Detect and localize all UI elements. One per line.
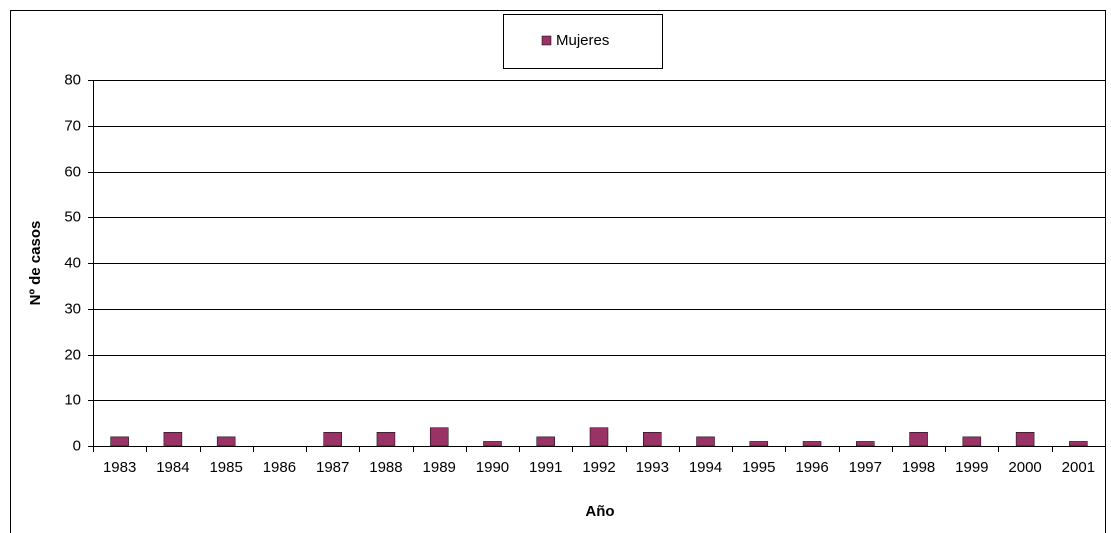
x-tick-label: 1990 [476,459,509,476]
chart-border [10,10,1106,533]
bar [376,432,396,447]
y-tick-label: 30 [64,300,81,317]
bar [589,427,609,447]
bar [323,432,342,447]
x-tick-label: 1984 [156,459,189,476]
bar [429,427,449,447]
x-tick-label: 1996 [795,459,828,476]
x-tick-label: 1993 [636,459,669,476]
x-tick-label: 1997 [849,459,882,476]
y-axis-label: Nº de casos [27,221,44,306]
bar [110,436,129,447]
x-tick-label: 1991 [529,459,562,476]
x-tick-label: 1988 [369,459,402,476]
bar [1015,432,1035,447]
bar [696,436,715,447]
x-tick-label: 2000 [1008,459,1041,476]
bar [643,432,662,447]
y-tick-label: 50 [64,208,81,225]
x-tick-label: 2001 [1062,459,1095,476]
x-tick-label: 1992 [582,459,615,476]
x-tick-label: 1998 [902,459,935,476]
x-tick-label: 1986 [263,459,296,476]
bar [749,441,769,447]
bar [483,441,502,447]
legend-label: Mujeres [556,32,609,49]
bar [802,441,822,447]
x-tick-label: 1995 [742,459,775,476]
bar [856,441,875,447]
y-tick-label: 80 [64,71,81,88]
x-tick-label: 1999 [955,459,988,476]
legend-box [503,14,663,69]
y-tick-label: 20 [64,346,81,363]
x-tick-label: 1994 [689,459,722,476]
bar [909,432,928,447]
legend-swatch [541,35,552,46]
y-tick-label: 70 [64,117,81,134]
bar [163,432,183,447]
x-tick-label: 1985 [209,459,242,476]
x-tick-label: 1987 [316,459,349,476]
y-tick-label: 40 [64,254,81,271]
bar [216,436,236,447]
x-tick-label: 1989 [423,459,456,476]
y-tick-label: 10 [64,391,81,408]
x-tick-label: 1983 [103,459,136,476]
x-axis-label: Año [585,503,614,520]
y-tick-label: 0 [73,437,81,454]
bar [1069,441,1088,447]
y-tick-label: 60 [64,163,81,180]
bar [962,436,982,447]
bar [536,436,555,447]
